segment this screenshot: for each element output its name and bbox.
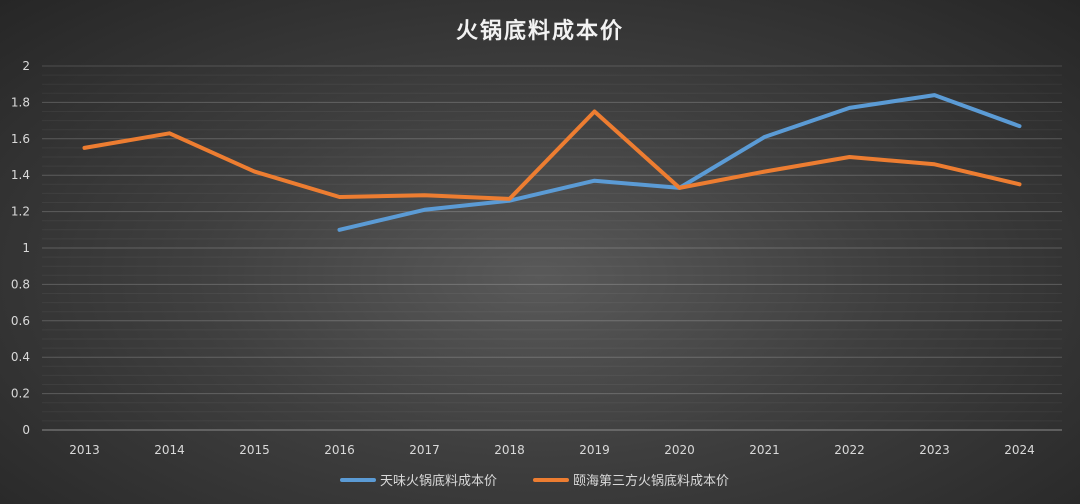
data-point-series-2 bbox=[338, 195, 342, 199]
data-point-series-2 bbox=[168, 131, 172, 135]
legend-label-series-1: 天味火锅底料成本价 bbox=[380, 473, 497, 489]
series-lines bbox=[82, 93, 1022, 232]
data-point-series-2 bbox=[593, 110, 597, 114]
x-tick-label: 2018 bbox=[494, 443, 525, 457]
gridlines bbox=[42, 65, 1062, 431]
y-tick-label: 1.2 bbox=[11, 205, 30, 219]
data-point-series-2 bbox=[508, 197, 512, 201]
legend-label-series-2: 颐海第三方火锅底料成本价 bbox=[573, 473, 729, 489]
data-point-series-1 bbox=[593, 179, 597, 183]
data-point-series-2 bbox=[763, 170, 767, 174]
x-tick-label: 2013 bbox=[69, 443, 100, 457]
x-tick-label: 2015 bbox=[239, 443, 270, 457]
y-tick-label: 0 bbox=[22, 423, 30, 437]
x-tick-label: 2017 bbox=[409, 443, 440, 457]
x-tick-label: 2023 bbox=[919, 443, 950, 457]
series-line-2 bbox=[82, 109, 1022, 201]
data-point-series-2 bbox=[423, 193, 427, 197]
y-tick-label: 0.6 bbox=[11, 314, 30, 328]
data-point-series-2 bbox=[83, 146, 87, 150]
x-tick-label: 2016 bbox=[324, 443, 355, 457]
y-tick-label: 2 bbox=[22, 59, 30, 73]
data-point-series-2 bbox=[848, 155, 852, 159]
x-tick-label: 2020 bbox=[664, 443, 695, 457]
axes: 0 0.2 0.4 0.6 0.8 1 1.2 1.4 1.6 1.8 2 2013 2014 2015 2… bbox=[11, 59, 1062, 457]
data-point-series-1 bbox=[933, 93, 937, 97]
y-tick-label: 1.6 bbox=[11, 132, 30, 146]
data-point-series-1 bbox=[1018, 124, 1022, 128]
data-point-series-1 bbox=[848, 106, 852, 110]
y-tick-label: 0.8 bbox=[11, 277, 30, 291]
y-tick-label: 1.8 bbox=[11, 95, 30, 109]
y-tick-label: 0.4 bbox=[11, 350, 30, 364]
y-tick-label: 1 bbox=[22, 241, 30, 255]
y-tick-label: 1.4 bbox=[11, 168, 30, 182]
x-tick-label: 2024 bbox=[1004, 443, 1035, 457]
x-tick-label: 2014 bbox=[154, 443, 185, 457]
x-tick-label: 2022 bbox=[834, 443, 865, 457]
x-tick-label: 2021 bbox=[749, 443, 780, 457]
data-point-series-2 bbox=[678, 186, 682, 190]
legend: 天味火锅底料成本价 颐海第三方火锅底料成本价 bbox=[340, 473, 729, 489]
data-point-series-2 bbox=[933, 162, 937, 166]
data-point-series-2 bbox=[253, 170, 257, 174]
x-tick-label: 2019 bbox=[579, 443, 610, 457]
y-tick-label: 0.2 bbox=[11, 387, 30, 401]
data-point-series-1 bbox=[338, 228, 342, 232]
data-point-series-1 bbox=[423, 208, 427, 212]
data-point-series-1 bbox=[763, 135, 767, 139]
chart-title: 火锅底料成本价 bbox=[456, 18, 624, 44]
data-point-series-2 bbox=[1018, 182, 1022, 186]
